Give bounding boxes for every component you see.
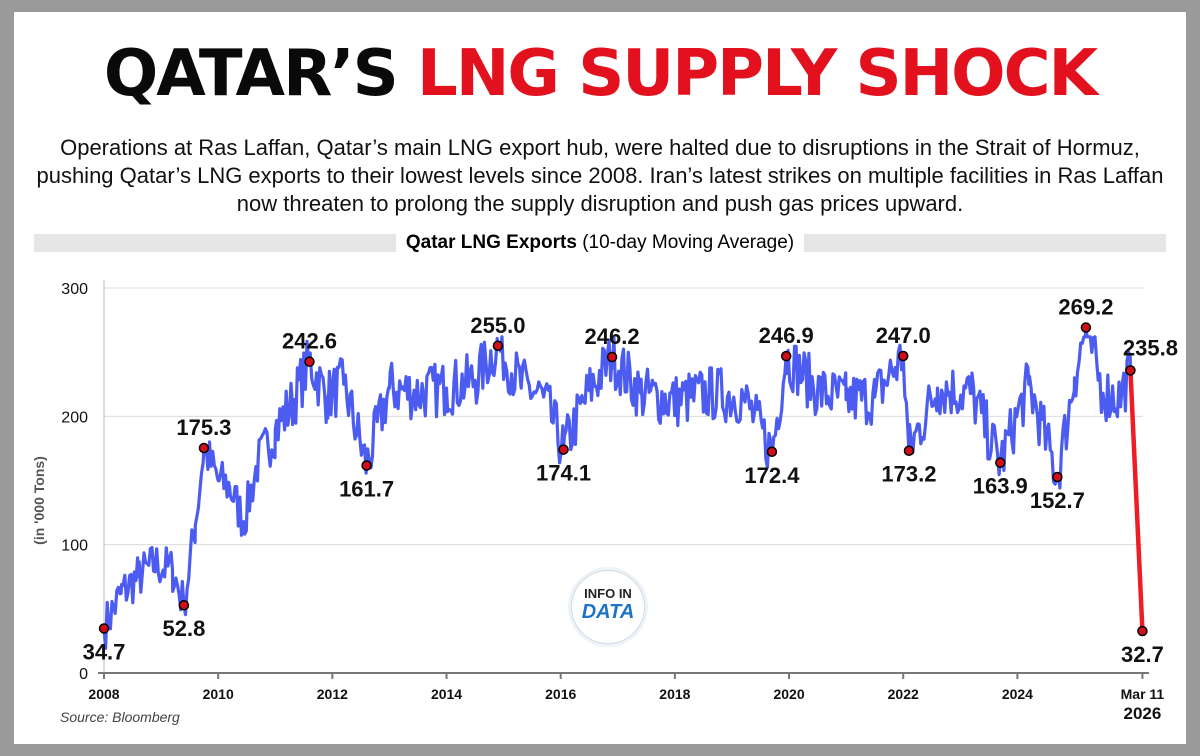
x-tick-label: 2014 xyxy=(431,686,462,702)
data-point-marker xyxy=(780,350,792,362)
data-point-marker xyxy=(903,445,915,456)
data-point-marker xyxy=(606,351,618,363)
headline-part-1: QATAR’S xyxy=(103,37,399,111)
x-tick-label: 2022 xyxy=(888,686,919,702)
data-label: 246.9 xyxy=(759,323,814,348)
logo-line-2: DATA xyxy=(581,601,635,623)
x-tick-label: 2012 xyxy=(317,686,348,702)
data-label: 52.8 xyxy=(163,616,206,641)
info-in-data-logo: INFO IN DATA xyxy=(571,570,645,644)
x-tick-label: Mar 11 xyxy=(1121,686,1165,702)
chart-title-main: Qatar LNG Exports xyxy=(405,232,577,253)
series-line-drop xyxy=(1128,368,1145,634)
data-point-marker xyxy=(1125,365,1136,376)
data-point-marker xyxy=(1080,322,1092,333)
data-label: 175.3 xyxy=(176,415,231,440)
data-label: 152.7 xyxy=(1030,488,1085,513)
data-point-marker xyxy=(492,340,504,351)
infographic-card: QATAR’S LNG SUPPLY SHOCK Operations at R… xyxy=(14,12,1186,744)
data-label: 242.6 xyxy=(282,329,337,354)
x-tick-label: 2016 xyxy=(545,686,576,702)
headline: QATAR’S LNG SUPPLY SHOCK xyxy=(14,34,1186,114)
y-tick-label: 200 xyxy=(61,409,88,426)
data-label: 255.0 xyxy=(470,313,525,338)
data-point-marker xyxy=(178,599,190,611)
data-label: 174.1 xyxy=(536,461,591,486)
data-point-marker xyxy=(558,444,569,455)
chart-title-sub: (10-day Moving Average) xyxy=(582,232,795,253)
data-label: 32.7 xyxy=(1121,642,1164,667)
y-tick-label: 0 xyxy=(79,666,88,683)
data-label: 34.7 xyxy=(83,639,126,664)
y-axis-label: (in '000 Tons) xyxy=(31,456,47,545)
x-tick-label: 2010 xyxy=(203,686,234,702)
data-point-marker xyxy=(897,350,909,362)
source-note: Source: Bloomberg xyxy=(60,709,180,725)
logo-line-1: INFO IN xyxy=(584,586,632,601)
data-label: 247.0 xyxy=(876,323,931,348)
data-label: 269.2 xyxy=(1058,295,1113,320)
x-tick-label: 2018 xyxy=(659,686,690,702)
description: Operations at Ras Laffan, Qatar’s main L… xyxy=(36,135,1164,216)
data-label: 246.2 xyxy=(585,324,640,349)
data-point-marker xyxy=(198,442,210,454)
x-tick-label: 2020 xyxy=(773,686,804,702)
chart-title: Qatar LNG Exports (10-day Moving Average… xyxy=(14,230,1186,256)
data-label: 173.2 xyxy=(881,462,936,487)
data-point-marker xyxy=(766,446,778,458)
series-line-main xyxy=(102,325,1132,650)
data-point-marker xyxy=(98,623,110,634)
data-point-marker xyxy=(304,356,315,367)
data-point-marker xyxy=(1137,625,1148,637)
data-label: 235.8 xyxy=(1123,335,1178,360)
x-tick-sublabel: 2026 xyxy=(1124,704,1162,723)
data-label: 161.7 xyxy=(339,476,394,501)
x-tick-label: 2024 xyxy=(1002,686,1033,702)
data-point-marker xyxy=(1052,471,1063,483)
headline-part-2: LNG SUPPLY SHOCK xyxy=(417,37,1098,111)
data-point-marker xyxy=(361,460,372,471)
x-tick-label: 2008 xyxy=(88,686,119,702)
data-point-marker xyxy=(995,457,1006,468)
y-tick-label: 100 xyxy=(61,538,88,555)
data-label: 172.4 xyxy=(744,463,800,488)
data-label: 163.9 xyxy=(973,474,1028,499)
y-tick-label: 300 xyxy=(61,281,88,298)
